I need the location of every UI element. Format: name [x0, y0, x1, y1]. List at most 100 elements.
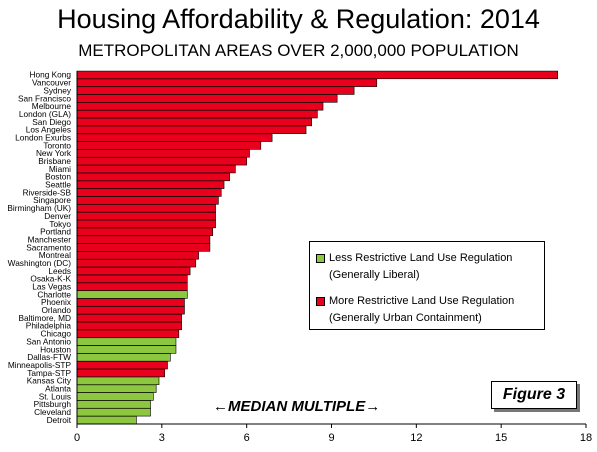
legend-label-less-line1: Less Restrictive Land Use Regulation	[329, 252, 513, 264]
category-label: Minneapolis-STP	[8, 360, 72, 370]
category-label: Hong Kong	[29, 70, 71, 80]
figure-label: Figure 3	[491, 381, 577, 409]
x-tick-label: 15	[495, 432, 507, 444]
bar	[76, 196, 219, 205]
category-label: Chicago	[41, 329, 72, 339]
bar	[76, 306, 185, 315]
category-label: Sydney	[43, 85, 72, 95]
bar	[76, 298, 185, 307]
x-axis-title: ←MEDIAN MULTIPLE→	[213, 398, 381, 415]
bar	[76, 408, 151, 417]
x-tick-label: 3	[159, 432, 165, 444]
bar	[76, 117, 313, 127]
bar	[76, 227, 214, 236]
category-label: St. Louis	[39, 391, 71, 401]
category-label: Los Angeles	[26, 125, 71, 135]
category-label: Manchester	[28, 234, 72, 244]
bar	[76, 353, 171, 362]
bar	[76, 368, 165, 378]
category-label: Las Vegas	[32, 282, 71, 292]
category-label: Cleveland	[34, 407, 71, 417]
bar	[76, 384, 157, 393]
bar	[76, 266, 191, 276]
bar	[76, 86, 355, 95]
x-tick-label: 0	[74, 432, 80, 444]
bar	[76, 329, 180, 338]
bar	[76, 188, 222, 197]
x-tick-label: 9	[328, 432, 334, 444]
bar	[76, 149, 250, 158]
legend: Less Restrictive Land Use Regulation (Ge…	[309, 241, 545, 330]
category-label: Kansas City	[27, 376, 72, 386]
bar	[76, 172, 230, 182]
bar	[76, 235, 211, 244]
bar	[76, 141, 262, 150]
bar	[76, 204, 216, 213]
category-label: New York	[36, 148, 72, 158]
bar	[76, 274, 188, 284]
category-label: Tokyo	[49, 219, 71, 229]
category-label: Osaka-K-K	[30, 274, 71, 284]
category-label: Seattle	[45, 180, 71, 190]
category-label: Vancouver	[32, 78, 71, 88]
category-label: Pittsburgh	[34, 399, 72, 409]
category-label: Phoenix	[41, 297, 72, 307]
bar	[76, 337, 177, 346]
category-label: Houston	[40, 344, 71, 354]
bar	[76, 290, 188, 299]
x-tick-label: 12	[410, 432, 422, 444]
category-label: San Diego	[32, 117, 71, 127]
chart-subtitle: METROPOLITAN AREAS OVER 2,000,000 POPULA…	[78, 41, 519, 60]
category-label: Detroit	[47, 415, 72, 425]
category-label: Tampa-STP	[27, 368, 71, 378]
category-label: Sacramento	[26, 242, 71, 252]
bar	[76, 125, 307, 134]
category-label: Singapore	[33, 195, 71, 205]
bar	[76, 110, 318, 119]
category-label: Atlanta	[45, 384, 71, 394]
category-label: London (GLA)	[19, 109, 71, 119]
category-label: London Exurbs	[15, 132, 71, 142]
category-label: Philadelphia	[26, 321, 72, 331]
bar	[76, 133, 273, 142]
bar	[76, 157, 247, 166]
category-label: San Francisco	[18, 93, 71, 103]
bar	[76, 164, 236, 174]
category-label: Denver	[44, 211, 71, 221]
legend-label-more-line2: (Generally Urban Containment)	[329, 312, 482, 324]
category-label: Riverside-SB	[23, 187, 72, 197]
x-tick-label: 18	[580, 432, 592, 444]
bar	[76, 251, 199, 260]
category-label: Orlando	[41, 305, 71, 315]
bar	[76, 94, 338, 103]
category-label: Charlotte	[37, 289, 71, 299]
bar	[76, 211, 216, 221]
legend-label-more-line1: More Restrictive Land Use Regulation	[329, 295, 515, 307]
category-label: Leeds	[48, 266, 71, 276]
bar	[76, 415, 137, 425]
bar	[76, 392, 154, 401]
bar	[76, 376, 160, 385]
legend-swatch-more	[316, 297, 325, 306]
category-label: Melbourne	[32, 101, 72, 111]
category-label: Baltimore, MD	[18, 313, 71, 323]
category-label: Portland	[40, 227, 71, 237]
category-label: Montreal	[39, 250, 71, 260]
legend-swatch-less	[316, 254, 325, 263]
bar	[76, 78, 378, 87]
legend-label-less-line2: (Generally Liberal)	[329, 269, 420, 281]
bar	[76, 219, 216, 229]
bar	[76, 361, 168, 370]
chart-title: Housing Affordability & Regulation: 2014	[57, 4, 540, 34]
category-label: Toronto	[43, 140, 71, 150]
bar	[76, 282, 188, 291]
category-label: Dallas-FTW	[27, 352, 71, 362]
category-label: Boston	[45, 172, 71, 182]
bar	[76, 259, 197, 268]
bar	[76, 243, 211, 252]
bar	[76, 180, 225, 189]
category-label: Brisbane	[38, 156, 71, 166]
bar	[76, 313, 182, 323]
category-label: Washington (DC)	[8, 258, 72, 268]
